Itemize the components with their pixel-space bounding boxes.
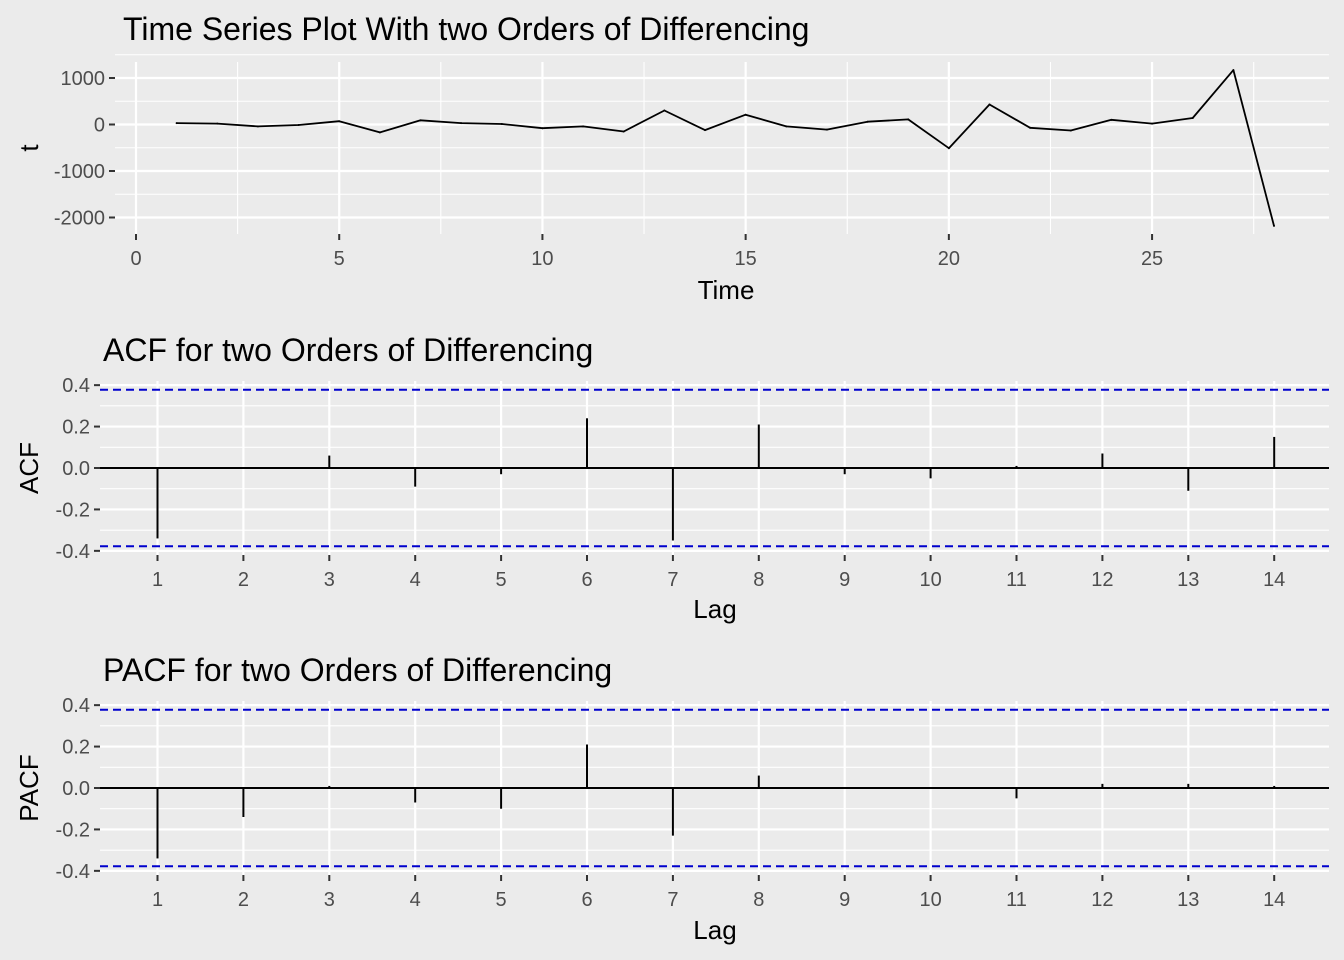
ts-point	[541, 127, 544, 130]
ts-point	[866, 120, 869, 123]
pacf-x-axis: 1 2 3 4 5 6 7 8 9 10 11 12 13 14	[152, 875, 1285, 911]
pacf-x-tick-label: 3	[324, 889, 335, 911]
pacf-x-tick-label: 5	[496, 889, 507, 911]
pacf-panel: PACF for two Orders of Differencing 0.40…	[14, 652, 1329, 945]
ts-point	[1232, 69, 1235, 72]
ts-x-tick-label: 15	[735, 248, 757, 270]
pacf-y-axis-title: PACF	[14, 754, 44, 821]
ts-x-tick-label: 20	[938, 248, 960, 270]
pacf-bars	[100, 708, 1329, 868]
acf-y-tick-label: 0.2	[62, 417, 90, 439]
acf-x-tick-label: 3	[324, 569, 335, 591]
ts-point	[947, 147, 950, 150]
acf-x-tick-label: 7	[667, 569, 678, 591]
ts-point	[825, 128, 828, 131]
acf-x-axis-title: Lag	[693, 594, 736, 624]
pacf-title: PACF for two Orders of Differencing	[103, 652, 612, 688]
ts-y-tick-label: 0	[94, 115, 105, 137]
ts-point	[297, 123, 300, 126]
pacf-x-tick-label: 9	[839, 889, 850, 911]
acf-x-tick-label: 5	[496, 569, 507, 591]
ts-point	[419, 119, 422, 122]
acf-x-tick-label: 13	[1177, 569, 1199, 591]
ts-point	[582, 125, 585, 128]
ts-point	[1191, 116, 1194, 119]
ts-point	[460, 122, 463, 125]
pacf-x-tick-label: 11	[1006, 889, 1027, 911]
pacf-x-tick-label: 12	[1091, 889, 1113, 911]
pacf-y-tick-label: 0.0	[62, 778, 90, 800]
acf-x-tick-label: 10	[919, 569, 941, 591]
pacf-x-tick-label: 10	[919, 889, 941, 911]
ts-x-tick-label: 0	[130, 248, 141, 270]
ts-y-tick-label: 1000	[61, 68, 106, 90]
pacf-x-tick-label: 7	[667, 889, 678, 911]
pacf-x-tick-label: 14	[1263, 889, 1285, 911]
acf-x-tick-label: 1	[152, 569, 163, 591]
acf-x-tick-label: 14	[1263, 569, 1285, 591]
ts-point	[1151, 122, 1154, 125]
ts-point	[663, 109, 666, 112]
ts-point	[378, 131, 381, 134]
acf-x-tick-label: 12	[1091, 569, 1113, 591]
ts-y-tick-label: -1000	[54, 161, 105, 183]
ts-title: Time Series Plot With two Orders of Diff…	[123, 11, 809, 47]
ts-point	[256, 125, 259, 128]
ts-point	[704, 129, 706, 132]
acf-y-tick-label: 0.4	[62, 375, 90, 397]
ts-point	[1029, 126, 1032, 129]
acf-y-axis-title: ACF	[14, 442, 44, 494]
ts-panel: Time Series Plot With two Orders of Diff…	[14, 11, 1329, 305]
ts-x-axis-title: Time	[698, 275, 755, 305]
ts-y-tick-label: -2000	[54, 208, 105, 230]
acf-bars	[100, 388, 1329, 548]
pacf-x-axis-title: Lag	[693, 915, 736, 945]
ts-point	[1110, 118, 1113, 121]
ts-point	[907, 118, 910, 121]
ts-point	[1273, 224, 1275, 227]
pacf-x-tick-label: 1	[152, 889, 163, 911]
ts-point	[500, 123, 503, 126]
ts-point	[622, 130, 625, 133]
pacf-y-axis: 0.4 0.2 0.0 -0.2 -0.4	[56, 695, 100, 883]
acf-y-tick-label: -0.2	[56, 499, 90, 521]
acf-title: ACF for two Orders of Differencing	[103, 332, 593, 368]
acf-x-tick-label: 11	[1006, 569, 1027, 591]
pacf-x-tick-label: 2	[238, 889, 249, 911]
acf-x-tick-label: 8	[753, 569, 764, 591]
pacf-y-tick-label: -0.4	[56, 861, 90, 883]
ts-x-axis: 0 5 10 15 20 25	[130, 234, 1163, 270]
ts-point	[338, 120, 341, 123]
acf-x-axis: 1 2 3 4 5 6 7 8 9 10 11 12 13 14	[152, 555, 1285, 591]
pacf-x-tick-label: 6	[581, 889, 592, 911]
pacf-x-tick-label: 8	[753, 889, 764, 911]
ts-point	[744, 113, 747, 116]
ts-point	[1069, 129, 1072, 132]
pacf-x-tick-label: 4	[410, 889, 421, 911]
pacf-y-tick-label: 0.2	[62, 737, 90, 759]
acf-y-axis: 0.4 0.2 0.0 -0.2 -0.4	[56, 375, 100, 563]
ts-x-tick-label: 25	[1141, 248, 1163, 270]
pacf-y-tick-label: -0.2	[56, 819, 90, 841]
ts-series-line	[176, 69, 1275, 227]
acf-x-tick-label: 6	[581, 569, 592, 591]
acf-x-tick-label: 2	[238, 569, 249, 591]
ts-y-axis: 1000 0 -1000 -2000	[54, 68, 115, 230]
ts-x-tick-label: 5	[334, 248, 345, 270]
ts-points	[175, 69, 1275, 227]
ts-point	[216, 122, 219, 125]
acf-x-tick-label: 9	[839, 569, 850, 591]
pacf-y-tick-label: 0.4	[62, 695, 90, 717]
acf-y-tick-label: 0.0	[62, 458, 90, 480]
ts-point	[175, 122, 178, 125]
pacf-x-tick-label: 13	[1177, 889, 1199, 911]
acf-panel: ACF for two Orders of Differencing 0.40.…	[14, 332, 1329, 624]
ts-point	[988, 103, 991, 106]
acf-x-tick-label: 4	[410, 569, 421, 591]
ts-y-axis-title: t	[14, 144, 44, 152]
ts-x-tick-label: 10	[531, 248, 553, 270]
ts-point	[785, 125, 788, 128]
acf-y-tick-label: -0.4	[56, 541, 90, 563]
